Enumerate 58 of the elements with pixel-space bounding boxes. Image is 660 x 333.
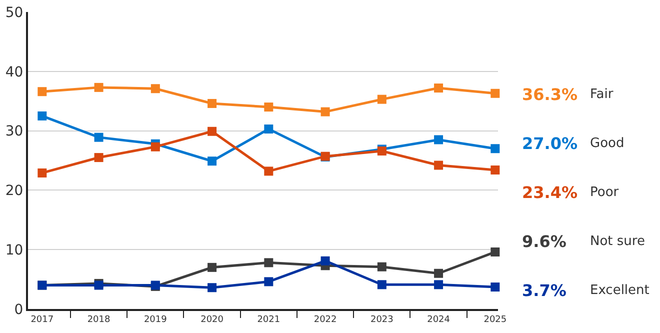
point (208, 98, 217, 108)
y-tick-label: 40 (5, 64, 24, 80)
point (490, 144, 500, 154)
point (490, 166, 500, 174)
y-tick-label: 0 (14, 302, 24, 318)
point (377, 94, 386, 104)
point (38, 111, 47, 120)
point (38, 87, 47, 96)
point (208, 156, 217, 166)
text: Fair (590, 87, 614, 102)
data-label: 23.4% (522, 183, 578, 202)
x-tick-label: 2023 (370, 314, 394, 325)
x-tick-label: 2021 (257, 314, 280, 325)
point (434, 280, 444, 290)
x-tick-label: 2022 (314, 314, 337, 325)
point (377, 280, 386, 290)
point (94, 153, 104, 162)
y-tick-label: 20 (5, 183, 24, 200)
point (38, 168, 47, 178)
point (208, 126, 217, 136)
point (434, 268, 444, 278)
point (150, 84, 160, 94)
data-label: 3.7% (522, 281, 566, 300)
text: Not sure (590, 234, 645, 249)
point (208, 262, 217, 272)
x-tick-label: 2024 (427, 314, 450, 325)
point (264, 258, 274, 268)
data-label: 9.6% (522, 232, 566, 251)
point (264, 102, 274, 112)
point (208, 283, 217, 292)
y-tick-label: 30 (5, 124, 24, 140)
y-tick-label: 50 (5, 4, 24, 21)
point (320, 256, 330, 266)
point (490, 247, 500, 256)
point (264, 124, 274, 134)
data-label: 27.0% (522, 134, 578, 153)
y-tick-label: 10 (5, 242, 24, 258)
x-tick-label: 2020 (200, 314, 224, 325)
x-tick-label: 2025 (484, 314, 507, 325)
point (264, 166, 274, 176)
x-tick-label: 2018 (87, 314, 111, 325)
point (490, 282, 500, 292)
point (434, 84, 444, 93)
point (264, 277, 274, 286)
point (94, 82, 104, 92)
point (490, 88, 500, 98)
text: Poor (590, 185, 620, 200)
text: Good (590, 136, 624, 151)
point (320, 107, 330, 116)
point (434, 135, 444, 144)
x-tick-label: 2017 (30, 314, 54, 325)
point (377, 262, 386, 272)
point (150, 142, 160, 152)
point (434, 160, 444, 170)
x-tick-label: 2019 (144, 314, 168, 325)
point (94, 132, 104, 142)
text: Excellent (590, 283, 650, 298)
data-label: 36.3% (522, 85, 578, 104)
